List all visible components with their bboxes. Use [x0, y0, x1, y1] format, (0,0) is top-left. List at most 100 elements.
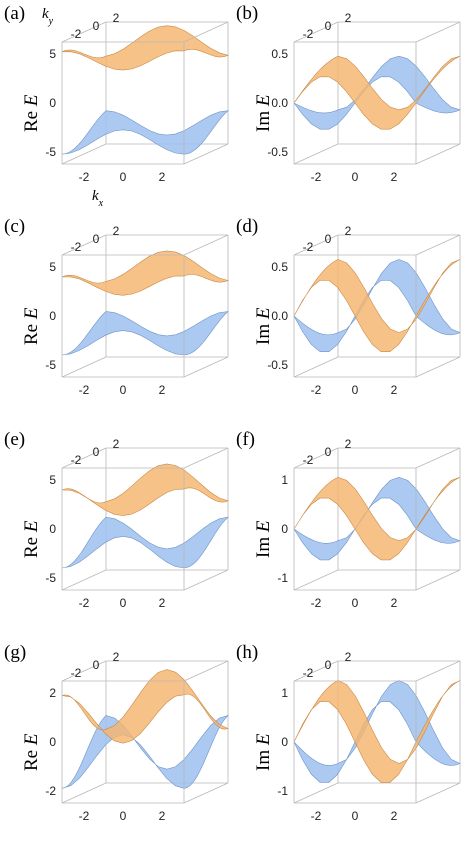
x-tick-label: 0 — [352, 383, 359, 397]
box-edge — [415, 143, 461, 165]
upper-band-surface — [293, 476, 461, 561]
z-tick-label: 5 — [49, 47, 56, 61]
upper-band-surface — [293, 55, 461, 130]
y-tick-label: 2 — [345, 650, 352, 664]
box-edge — [61, 356, 107, 378]
box-edge — [183, 143, 229, 165]
box-edge — [183, 569, 229, 591]
surface-plot: 50-5-2 0 2-202 — [45, 437, 229, 610]
y-tick-label: 2 — [345, 437, 352, 451]
x-tick-label: 0 — [120, 596, 127, 610]
box-edge — [61, 782, 107, 804]
box-edge — [61, 569, 107, 591]
box-edge — [61, 143, 107, 165]
upper-band-surface — [61, 463, 229, 516]
z-tick-label: 0.0 — [271, 309, 288, 323]
lower-band-surface — [61, 516, 229, 569]
box-edge — [415, 356, 461, 378]
lower-band-surface — [61, 311, 229, 356]
x-tick-label: 0 — [352, 596, 359, 610]
panel-label: (g) — [4, 642, 27, 663]
z-tick-label: -5 — [45, 358, 56, 372]
x-tick-label: -2 — [79, 170, 90, 184]
box-edge — [61, 447, 107, 469]
y-tick-label: 0 — [325, 19, 332, 33]
panel-g: 2 0 -2 -2 0 2 -2 0 2 (g) Re E — [0, 639, 231, 851]
box-edge — [61, 234, 107, 256]
box-edge — [183, 234, 229, 256]
z-tick-label: -0.5 — [267, 145, 288, 159]
x-tick-label: -2 — [79, 596, 90, 610]
x-tick-label: -2 — [311, 383, 322, 397]
y-tick-label: 2 — [113, 437, 120, 451]
panel-label: (a) — [4, 3, 26, 24]
lower-band-surface — [293, 55, 461, 130]
y-tick-label: -2 — [303, 27, 314, 41]
x-tick-label: 2 — [391, 170, 398, 184]
lower-band-surface — [61, 714, 229, 789]
x-tick-label: -2 — [311, 596, 322, 610]
x-tick-label: -2 — [79, 809, 90, 823]
panel-d: 0.5 0.0 -0.5 -2 0 2 -2 0 2 (d) Im E — [232, 213, 463, 425]
z-tick-label: 1 — [281, 686, 288, 700]
box-edge — [415, 234, 461, 256]
panel-e: 5 0 -5 -2 0 2 -2 0 2 (e) Re E — [0, 426, 231, 638]
z-tick-label: -5 — [45, 571, 56, 585]
z-axis-label: Im E — [253, 733, 274, 771]
y-tick-label: -2 — [303, 666, 314, 680]
z-tick-label: 5 — [49, 260, 56, 274]
box-edge — [293, 21, 339, 43]
surface-plot: 10-1-2 0 2-202 — [277, 437, 461, 610]
box-edge — [293, 143, 339, 165]
panel-b: 0.5 0.0 -0.5 -2 0 2 -2 0 2 (b) Im E — [232, 0, 463, 212]
panel-f: 1 0 -1 -2 0 2 -2 0 2 (f) Im E — [232, 426, 463, 638]
panel-label: (d) — [236, 216, 259, 237]
x-tick-label: 0 — [120, 170, 127, 184]
y-tick-label: -2 — [71, 240, 82, 254]
x-tick-label: 2 — [391, 809, 398, 823]
surface-plot: 20-2-2 0 2-202 — [45, 650, 229, 823]
z-tick-label: -0.5 — [267, 358, 288, 372]
panel-label: (e) — [4, 429, 26, 450]
box-edge — [61, 660, 107, 682]
x-tick-label: -2 — [311, 809, 322, 823]
y-tick-label: -2 — [71, 666, 82, 680]
box-edge — [293, 782, 339, 804]
z-tick-label: 0 — [281, 735, 288, 749]
x-tick-label: 0 — [352, 170, 359, 184]
y-tick-label: 2 — [113, 224, 120, 238]
upper-band-surface — [293, 680, 461, 783]
z-tick-label: 0 — [49, 309, 56, 323]
z-tick-label: 0 — [49, 522, 56, 536]
box-edge — [293, 660, 339, 682]
surface-plot: 50-5-2 0 2-202 — [45, 224, 229, 397]
y-tick-label: 0 — [325, 658, 332, 672]
z-tick-label: 0.5 — [271, 47, 288, 61]
box-edge — [415, 660, 461, 682]
y-tick-label: 2 — [345, 224, 352, 238]
box-edge — [415, 21, 461, 43]
ky-axis-label: ky — [42, 6, 54, 27]
z-tick-label: 0.5 — [271, 260, 288, 274]
box-edge — [293, 234, 339, 256]
y-tick-label: 2 — [113, 650, 120, 664]
lower-band-surface — [61, 110, 229, 155]
lower-band-surface — [293, 259, 461, 352]
lower-band-surface — [293, 476, 461, 561]
box-edge — [293, 569, 339, 591]
z-tick-label: -5 — [45, 145, 56, 159]
y-tick-label: 2 — [113, 11, 120, 25]
surface-plot: 10-1-2 0 2-202 — [277, 650, 461, 823]
box-edge — [183, 21, 229, 43]
z-tick-label: 1 — [281, 473, 288, 487]
x-tick-label: 0 — [352, 809, 359, 823]
z-axis-label: Im E — [253, 520, 274, 558]
panel-h: 1 0 -1 -2 0 2 -2 0 2 (h) Im E — [232, 639, 463, 851]
x-tick-label: 2 — [159, 383, 166, 397]
x-tick-label: 2 — [391, 596, 398, 610]
x-tick-label: -2 — [79, 383, 90, 397]
panel-label: (b) — [236, 3, 259, 24]
kx-axis-label: kx — [92, 188, 104, 209]
y-tick-label: -2 — [71, 27, 82, 41]
